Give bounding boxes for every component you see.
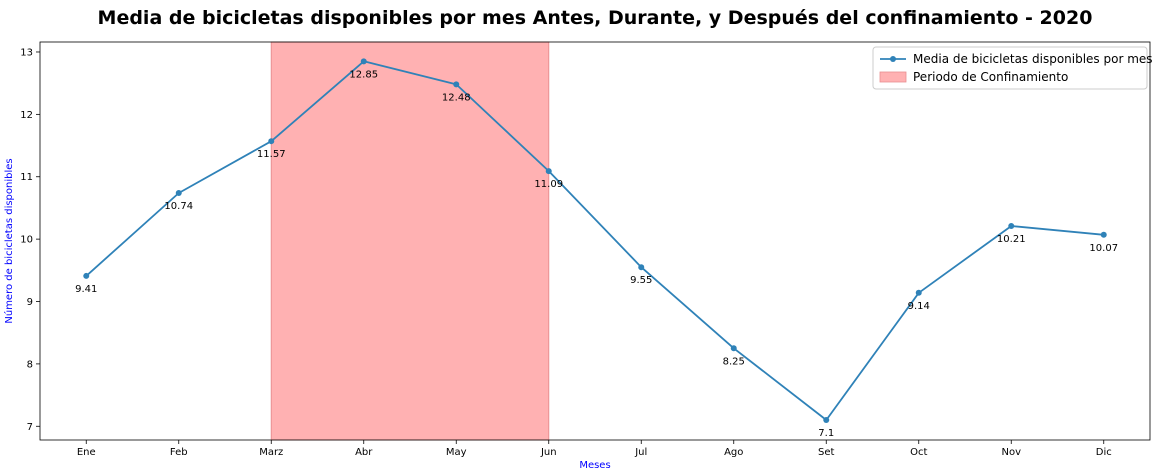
x-tick-label: Oct (910, 447, 927, 458)
y-tick-label: 8 (27, 359, 33, 370)
data-label: 9.14 (908, 301, 930, 312)
legend-series-label: Media de bicicletas disponibles por mes (913, 52, 1153, 66)
legend-series-marker (890, 56, 896, 62)
data-label: 12.85 (349, 69, 378, 80)
x-tick-label: Ago (724, 447, 743, 458)
x-tick-label: Ene (77, 447, 96, 458)
series-line (85, 60, 1104, 421)
data-point (915, 289, 922, 296)
x-tick-label: Feb (170, 447, 188, 458)
data-point (1100, 231, 1107, 238)
data-point (175, 189, 182, 196)
x-tick-label: Dic (1096, 447, 1112, 458)
x-tick-label: Abr (355, 447, 373, 458)
data-label: 10.07 (1089, 243, 1118, 254)
x-tick-label: Marz (259, 447, 283, 458)
y-axis-label: Número de bicicletas disponibles (3, 158, 15, 323)
y-tick-label: 9 (27, 297, 33, 308)
x-tick-label: Set (818, 447, 835, 458)
plot-frame (39, 41, 1151, 441)
chart-title: Media de bicicletas disponibles por mes … (98, 7, 1093, 29)
y-tick-label: 12 (20, 110, 33, 121)
data-point (268, 138, 275, 145)
data-label: 8.25 (723, 356, 745, 367)
data-point (823, 417, 830, 424)
legend: Media de bicicletas disponibles por mes P… (872, 46, 1153, 90)
data-label: 7.1 (818, 428, 834, 439)
confinement-region (270, 41, 550, 441)
data-label: 10.21 (997, 234, 1026, 245)
x-tick-label: May (446, 447, 467, 458)
data-point (545, 168, 552, 175)
legend-box (872, 46, 1148, 90)
data-label: 11.09 (534, 179, 563, 190)
data-point (638, 264, 645, 271)
data-label: 11.57 (257, 149, 286, 160)
data-point (83, 272, 90, 279)
x-tick-label: Nov (1001, 447, 1021, 458)
data-point (730, 345, 737, 352)
y-tick-label: 10 (20, 235, 33, 246)
data-label: 9.41 (75, 284, 97, 295)
x-tick-label: Jun (540, 447, 557, 458)
axes: 7 8 9 10 11 12 13 Ene Feb Marz Abr May Jun Jul Ago Set O… (20, 41, 1151, 458)
legend-region-label: Periodo de Confinamiento (913, 70, 1068, 84)
data-point (453, 81, 460, 88)
x-axis-label: Meses (579, 460, 610, 471)
y-tick-label: 7 (27, 422, 33, 433)
plot-area: 9.41 10.74 11.57 12.85 12.48 11.09 9.55 8.25 7.1… (75, 41, 1118, 441)
data-label: 12.48 (442, 92, 471, 103)
data-point (1008, 223, 1015, 230)
data-label: 10.74 (164, 201, 193, 212)
y-tick-label: 13 (20, 47, 33, 58)
legend-region-swatch (879, 71, 907, 83)
y-tick-label: 11 (20, 172, 33, 183)
data-label: 9.55 (630, 275, 652, 286)
data-point (360, 58, 367, 65)
x-tick-label: Jul (634, 447, 647, 458)
